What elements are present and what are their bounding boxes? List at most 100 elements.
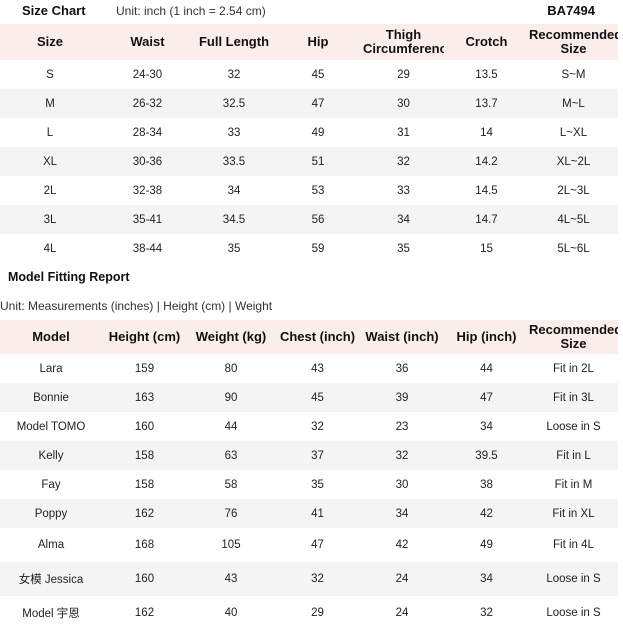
size-chart-header-cell: Thigh Circumference: [363, 24, 444, 60]
size-chart-cell: 14.7: [444, 205, 529, 234]
fitting-report-cell: 34: [444, 562, 529, 596]
size-chart-cell: 3L: [0, 205, 100, 234]
size-chart-header-cell: Crotch: [444, 24, 529, 60]
size-chart-cell: 2L: [43, 184, 57, 197]
fitting-report-cell: Lara: [39, 362, 63, 375]
size-chart-cell: 2L~3L: [557, 184, 590, 197]
fitting-report-cell: 43: [311, 362, 324, 375]
fitting-report-cell: 160: [134, 420, 155, 433]
size-chart-cell: 49: [311, 126, 325, 139]
size-chart-cell: 13.7: [444, 89, 529, 118]
size-chart-table: Size Waist Full Length Hip Thigh Circumferen…: [0, 24, 618, 263]
fitting-report-cell: Kelly: [0, 441, 102, 470]
size-chart-cell: 5L~6L: [557, 242, 590, 255]
fitting-report-cell: 162: [134, 607, 155, 619]
size-chart-cell: 53: [311, 184, 325, 197]
size-chart-cell: L: [46, 126, 54, 139]
fitting-report-cell: Poppy: [0, 499, 102, 528]
fitting-report-cell: 63: [187, 441, 275, 470]
fitting-report-title: Model Fitting Report: [8, 270, 130, 284]
fitting-report-cell: Fit in XL: [529, 499, 618, 528]
fitting-report-cell: 47: [444, 383, 529, 412]
size-chart-cell: 13.5: [475, 68, 498, 81]
fitting-report-cell: 44: [224, 420, 238, 433]
fitting-report-cell: Loose in S: [529, 562, 618, 596]
table-row: M 26-32 32.5 47 30 13.7 M~L: [0, 89, 618, 118]
fitting-report-cell: 162: [102, 499, 187, 528]
table-row: 4L 38-44 35 59 35 15 5L~6L: [0, 234, 618, 263]
size-chart-header-cell: Hip: [273, 24, 363, 60]
fitting-report-cell: 35: [311, 478, 324, 491]
fitting-report-cell: 90: [187, 383, 275, 412]
size-chart-cell: M: [0, 89, 100, 118]
fitting-report-header: Model Height (cm) Weight (kg) Chest (inch) W…: [0, 320, 618, 354]
size-chart-cell: 15: [480, 242, 493, 255]
size-chart-cell: 34: [227, 184, 241, 197]
fitting-report-cell: Loose in S: [546, 420, 601, 433]
fitting-report-body: Lara 159 80 43 36 44 Fit in 2L Bonnie 163 90 45 39 4…: [0, 354, 618, 630]
fitting-report-cell: Fit in 4L: [553, 539, 594, 551]
fitting-report-cell: 45: [275, 383, 360, 412]
fitting-report-cell: Fit in 3L: [529, 383, 618, 412]
fitting-report-header-cell: Height (cm): [102, 320, 187, 354]
fitting-report-header-cell: Recommended Size: [529, 320, 618, 354]
fitting-report-cell: 30: [395, 478, 409, 491]
fitting-report-cell: 42: [395, 539, 409, 551]
fitting-report-cell: 42: [444, 499, 529, 528]
size-chart-cell: 14.5: [475, 184, 498, 197]
fitting-report-cell: 43: [187, 562, 275, 596]
fitting-report-cell: 24: [395, 607, 409, 619]
size-chart-title-row: Size Chart Unit: inch (1 inch = 2.54 cm)…: [0, 3, 623, 21]
size-chart-cell: 34.5: [195, 205, 273, 234]
fitting-report-cell: 41: [275, 499, 360, 528]
fitting-report-cell: Loose in S: [546, 607, 601, 619]
size-chart-cell: 45: [311, 68, 325, 81]
size-chart-cell: 24-30: [132, 68, 163, 81]
table-row: L 28-34 33 49 31 14 L~XL: [0, 118, 618, 147]
table-row: Model 宇恩 162 40 29 24 32 Loose in S: [0, 596, 618, 630]
size-chart-cell: 35: [227, 242, 241, 255]
size-chart-cell: 33.5: [195, 147, 273, 176]
fitting-report-cell: 29: [311, 607, 324, 619]
size-chart-header: Size Waist Full Length Hip Thigh Circumferen…: [0, 24, 618, 60]
table-row: 女模 Jessica 160 43 32 24 34 Loose in S: [0, 562, 618, 596]
size-chart-cell: 32: [227, 68, 241, 81]
size-chart-cell: M~L: [529, 89, 618, 118]
fitting-report-cell: Fit in M: [554, 478, 593, 491]
fitting-report-cell: Fit in 2L: [553, 362, 594, 375]
table-row: 2L 32-38 34 53 33 14.5 2L~3L: [0, 176, 618, 205]
fitting-report-header-cell: Hip (inch): [444, 320, 529, 354]
size-chart-cell: 32.5: [195, 89, 273, 118]
table-row: Alma 168 105 47 42 49 Fit in 4L: [0, 528, 618, 562]
size-chart-cell: L~XL: [559, 126, 588, 139]
size-chart-cell: 38-44: [132, 242, 163, 255]
fitting-report-cell: 34: [480, 420, 493, 433]
fitting-report-cell: 76: [187, 499, 275, 528]
fitting-report-cell: Model TOMO: [16, 420, 86, 433]
table-row: Bonnie 163 90 45 39 47 Fit in 3L: [0, 383, 618, 412]
size-chart-cell: 4L~5L: [529, 205, 618, 234]
fitting-report-cell: 23: [395, 420, 409, 433]
size-chart-cell: 35: [397, 242, 410, 255]
fitting-report-cell: 34: [360, 499, 444, 528]
size-chart-header-cell: Waist: [100, 24, 195, 60]
size-chart-cell: 33: [227, 126, 241, 139]
size-chart-cell: 29: [397, 68, 410, 81]
size-chart-body: S 24-30 32 45 29 13.5 S~M M 26-32 32.5 47 30 13.7 M~L…: [0, 60, 618, 263]
size-chart-cell: XL: [0, 147, 100, 176]
fitting-report-header-cell: Weight (kg): [187, 320, 275, 354]
size-chart-header-cell: Full Length: [195, 24, 273, 60]
fitting-report-cell: 160: [102, 562, 187, 596]
table-row: 3L 35-41 34.5 56 34 14.7 4L~5L: [0, 205, 618, 234]
fitting-report-cell: 39.5: [444, 441, 529, 470]
size-chart-cell: 34: [363, 205, 444, 234]
fitting-report-cell: 159: [134, 362, 155, 375]
fitting-report-cell: 36: [395, 362, 409, 375]
size-chart-cell: S: [46, 68, 54, 81]
fitting-report-cell: Alma: [37, 539, 65, 551]
fitting-report-cell: Fay: [41, 478, 61, 491]
size-chart-cell: 30-36: [100, 147, 195, 176]
fitting-report-cell: 37: [275, 441, 360, 470]
table-row: S 24-30 32 45 29 13.5 S~M: [0, 60, 618, 89]
size-chart-cell: 14.2: [444, 147, 529, 176]
